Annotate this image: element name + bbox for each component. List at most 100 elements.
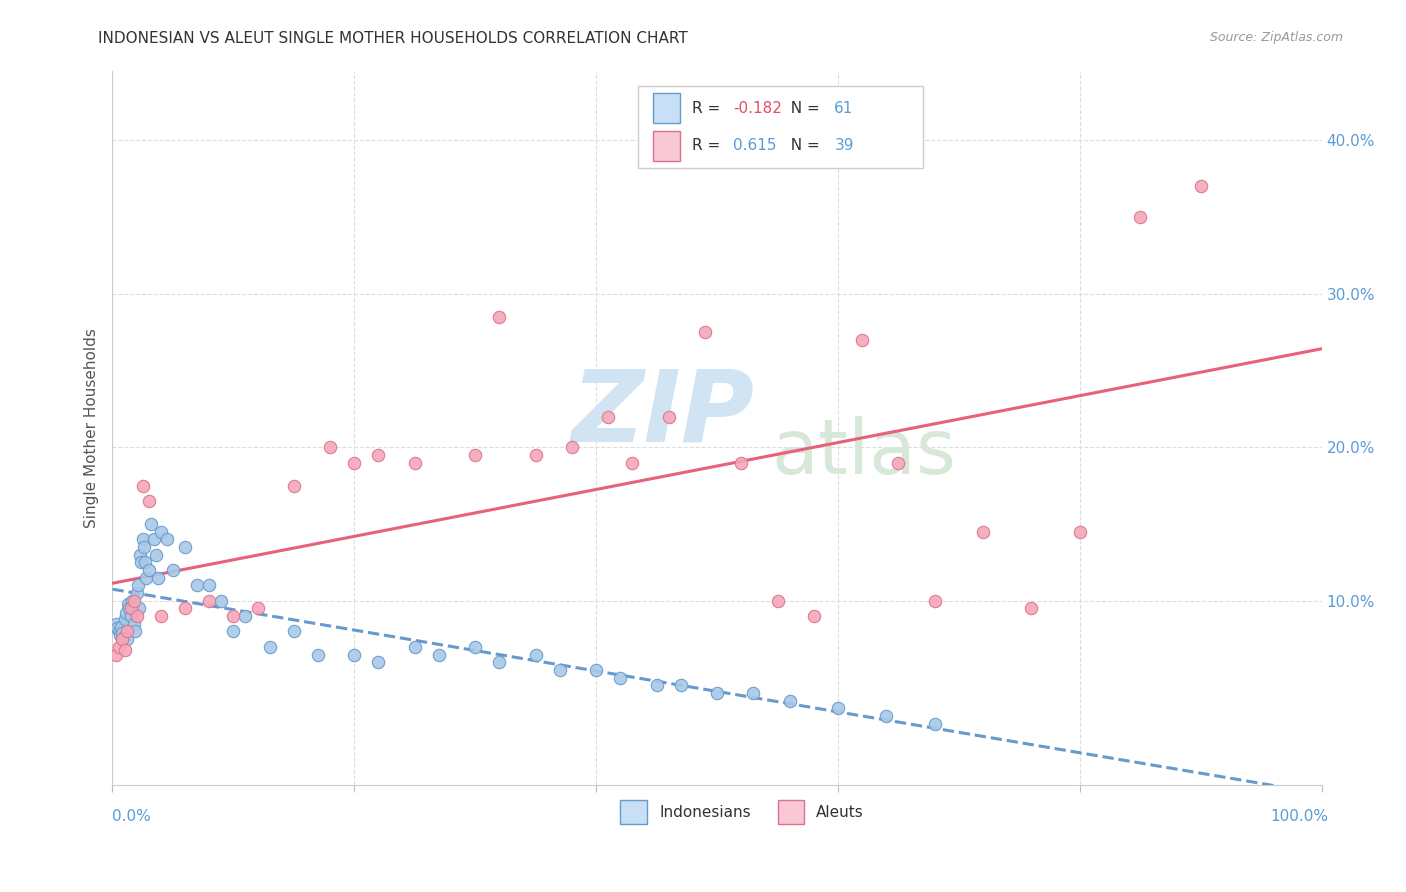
Point (107, 640, 129, 654)
Text: 61: 61 (834, 101, 853, 116)
Point (488, 310, 510, 324)
Point (138, 494, 160, 508)
Point (404, 456, 426, 470)
Point (585, 663, 607, 677)
Point (621, 456, 644, 470)
Point (174, 540, 197, 554)
Text: Source: ZipAtlas.com: Source: ZipAtlas.com (1209, 31, 1343, 45)
Point (887, 456, 910, 470)
Point (669, 678, 692, 692)
Text: 0.615: 0.615 (733, 138, 776, 153)
Point (343, 456, 366, 470)
Point (141, 517, 163, 532)
Point (120, 601, 142, 615)
Point (105, 616, 128, 631)
Point (222, 624, 245, 639)
Point (114, 612, 136, 626)
Point (730, 456, 752, 470)
Point (198, 594, 221, 608)
Point (706, 686, 728, 700)
Point (803, 609, 825, 624)
Text: Aleuts: Aleuts (817, 805, 863, 821)
Point (827, 701, 849, 715)
Point (142, 533, 165, 547)
Point (766, 594, 789, 608)
Text: ZIP: ZIP (572, 366, 755, 462)
Point (117, 597, 139, 611)
Point (367, 655, 389, 669)
Point (138, 563, 160, 577)
Point (111, 632, 134, 647)
Text: R =: R = (692, 138, 724, 153)
Point (122, 601, 145, 615)
Point (209, 594, 232, 608)
Point (693, 325, 716, 339)
Point (122, 594, 145, 608)
Point (128, 601, 150, 615)
Point (742, 686, 765, 700)
Point (972, 524, 994, 539)
FancyBboxPatch shape (652, 130, 679, 161)
Point (122, 616, 145, 631)
Point (149, 524, 172, 539)
Point (114, 606, 136, 620)
Point (124, 624, 146, 639)
Point (118, 601, 141, 615)
Point (110, 620, 132, 634)
Text: INDONESIAN VS ALEUT SINGLE MOTHER HOUSEHOLDS CORRELATION CHART: INDONESIAN VS ALEUT SINGLE MOTHER HOUSEH… (98, 31, 688, 46)
FancyBboxPatch shape (638, 86, 922, 168)
Point (149, 609, 172, 624)
Point (779, 693, 801, 707)
Point (114, 643, 136, 657)
FancyBboxPatch shape (778, 800, 804, 824)
Point (246, 601, 269, 615)
Point (129, 548, 152, 562)
Point (548, 663, 571, 677)
Point (645, 678, 668, 692)
Point (259, 640, 281, 654)
Point (105, 648, 128, 662)
Text: 0.0%: 0.0% (112, 809, 152, 823)
Text: atlas: atlas (772, 417, 956, 490)
Point (174, 601, 197, 615)
Point (135, 571, 157, 585)
Point (1021, 601, 1043, 615)
Text: 39: 39 (834, 138, 853, 153)
Point (127, 578, 149, 592)
Point (561, 441, 583, 455)
Point (319, 441, 342, 455)
Point (307, 648, 329, 662)
Text: 100.0%: 100.0% (1271, 809, 1329, 823)
Point (235, 609, 257, 624)
Text: -0.182: -0.182 (733, 101, 782, 116)
Point (609, 671, 631, 685)
Point (145, 548, 167, 562)
Point (524, 448, 547, 462)
Y-axis label: Single Mother Households: Single Mother Households (83, 328, 98, 528)
Point (658, 409, 681, 424)
Point (222, 609, 245, 624)
Point (125, 586, 148, 600)
Point (404, 640, 426, 654)
Point (283, 479, 305, 493)
Point (1069, 524, 1091, 539)
Point (924, 716, 946, 731)
Point (851, 333, 873, 347)
Point (108, 627, 131, 641)
Point (107, 624, 129, 639)
Point (131, 556, 153, 570)
Point (115, 632, 138, 647)
Text: R =: R = (692, 101, 724, 116)
Point (112, 631, 135, 645)
Point (198, 578, 221, 592)
Point (598, 409, 620, 424)
Point (111, 626, 134, 640)
Text: Indonesians: Indonesians (659, 805, 751, 821)
Point (125, 609, 148, 624)
Point (283, 624, 305, 639)
Point (367, 448, 389, 462)
Point (120, 609, 142, 624)
Point (162, 563, 184, 577)
Point (464, 448, 486, 462)
Point (132, 533, 155, 547)
